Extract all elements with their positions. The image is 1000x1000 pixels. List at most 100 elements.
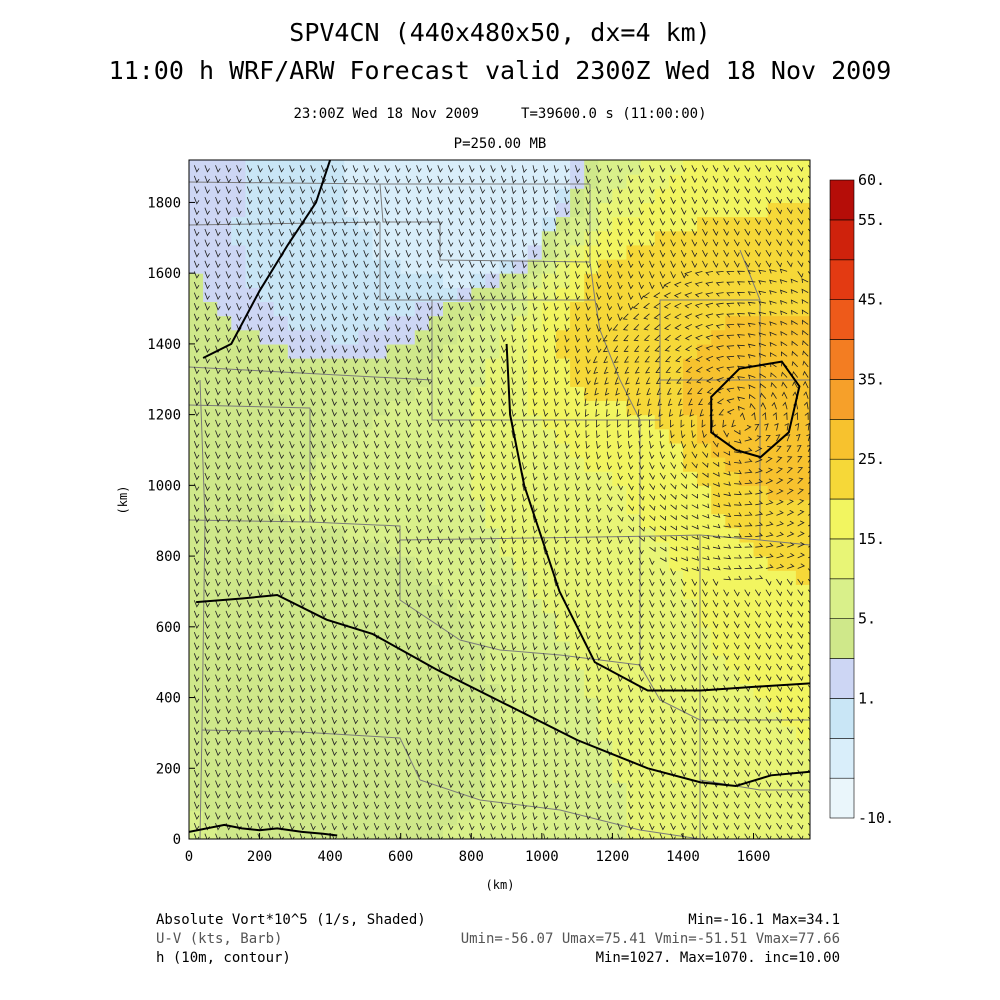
wind-barb bbox=[532, 186, 538, 195]
wind-barb bbox=[299, 430, 306, 438]
vort-cell bbox=[753, 570, 769, 585]
vort-cell bbox=[414, 527, 430, 543]
wind-barb bbox=[543, 335, 549, 343]
wind-barb bbox=[299, 833, 306, 839]
wind-barb bbox=[522, 769, 527, 778]
vort-cell bbox=[711, 824, 726, 839]
wind-barb bbox=[575, 769, 581, 778]
vort-cell bbox=[739, 754, 755, 769]
vort-cell bbox=[217, 626, 232, 642]
wind-barb bbox=[649, 610, 655, 619]
vort-cell bbox=[287, 810, 303, 826]
wind-barb bbox=[553, 366, 559, 375]
wind-barb bbox=[299, 568, 306, 576]
wind-barb bbox=[331, 695, 337, 704]
wind-barb bbox=[236, 748, 242, 757]
wind-barb bbox=[479, 239, 486, 247]
vort-cell bbox=[570, 329, 585, 345]
wind-barb bbox=[479, 653, 486, 661]
wind-barb bbox=[373, 695, 380, 704]
wind-barb bbox=[352, 568, 359, 576]
vort-cell bbox=[683, 711, 698, 727]
vort-cell bbox=[527, 160, 543, 175]
wind-barb bbox=[490, 706, 496, 714]
vort-cell bbox=[668, 697, 684, 713]
vort-cell bbox=[316, 626, 331, 642]
vort-cell bbox=[626, 655, 642, 670]
wind-barb bbox=[479, 345, 486, 354]
vort-cell bbox=[358, 541, 374, 557]
wind-barb bbox=[342, 716, 348, 725]
wind-barb bbox=[627, 419, 632, 428]
vort-cell bbox=[245, 230, 261, 246]
wind-barb bbox=[246, 631, 253, 640]
wind-barb bbox=[447, 207, 454, 216]
wind-barb bbox=[606, 196, 613, 205]
wind-barb bbox=[289, 706, 295, 714]
wind-barb bbox=[511, 600, 517, 608]
wind-barb bbox=[553, 525, 559, 534]
wind-barb bbox=[469, 801, 475, 810]
wind-barb bbox=[331, 600, 337, 608]
vort-cell bbox=[414, 641, 430, 656]
wind-barb bbox=[575, 589, 581, 598]
wind-barb bbox=[320, 780, 327, 789]
wind-barb bbox=[426, 472, 433, 481]
vort-cell bbox=[556, 315, 571, 331]
vort-cell bbox=[654, 244, 670, 260]
wind-barb bbox=[320, 748, 327, 757]
vort-cell bbox=[612, 188, 628, 203]
wind-barb bbox=[373, 250, 380, 258]
vort-cell bbox=[781, 513, 797, 529]
vort-cell bbox=[570, 612, 585, 628]
wind-barb bbox=[659, 589, 666, 597]
wind-barb bbox=[278, 303, 285, 311]
wind-barb bbox=[617, 663, 623, 672]
wind-barb bbox=[236, 207, 242, 216]
wind-barb bbox=[416, 239, 422, 247]
wind-barb bbox=[426, 706, 433, 714]
wind-barb bbox=[289, 334, 295, 343]
vort-cell bbox=[795, 697, 810, 713]
wind-barb bbox=[437, 281, 443, 290]
wind-barb bbox=[500, 578, 507, 587]
vort-cell bbox=[485, 669, 501, 684]
wind-barb bbox=[289, 281, 295, 290]
wind-barb bbox=[575, 706, 581, 714]
wind-barb bbox=[511, 759, 517, 768]
vort-cell bbox=[668, 457, 684, 472]
vort-cell bbox=[711, 556, 726, 571]
wind-barb bbox=[331, 610, 337, 619]
wind-barb bbox=[522, 494, 527, 502]
wind-barb bbox=[331, 324, 337, 332]
wind-barb bbox=[500, 292, 507, 300]
wind-barb bbox=[606, 281, 613, 290]
wind-barb bbox=[532, 579, 538, 587]
vort-cell bbox=[753, 471, 769, 486]
wind-barb bbox=[564, 833, 570, 839]
wind-barb bbox=[553, 398, 559, 407]
wind-barb bbox=[469, 568, 475, 576]
vort-cell bbox=[654, 740, 670, 755]
wind-barb bbox=[426, 738, 433, 746]
vort-cell bbox=[301, 768, 317, 783]
vort-cell bbox=[259, 541, 275, 557]
vort-cell bbox=[457, 400, 472, 416]
wind-barb bbox=[532, 547, 538, 555]
vort-cell bbox=[259, 669, 275, 684]
wind-barb bbox=[342, 759, 348, 767]
wind-barb bbox=[236, 398, 242, 407]
wind-barb bbox=[500, 621, 507, 629]
wind-barb bbox=[352, 663, 359, 672]
vort-cell bbox=[316, 414, 331, 430]
wind-barb bbox=[437, 419, 443, 428]
vort-cell bbox=[753, 329, 769, 345]
wind-barb bbox=[384, 228, 390, 237]
vort-cell bbox=[513, 202, 529, 218]
vort-cell bbox=[767, 499, 783, 515]
wind-barb bbox=[543, 780, 549, 789]
wind-barb bbox=[310, 557, 316, 566]
wind-barb bbox=[352, 419, 359, 428]
vort-cell bbox=[584, 259, 599, 274]
vort-cell bbox=[711, 810, 726, 826]
